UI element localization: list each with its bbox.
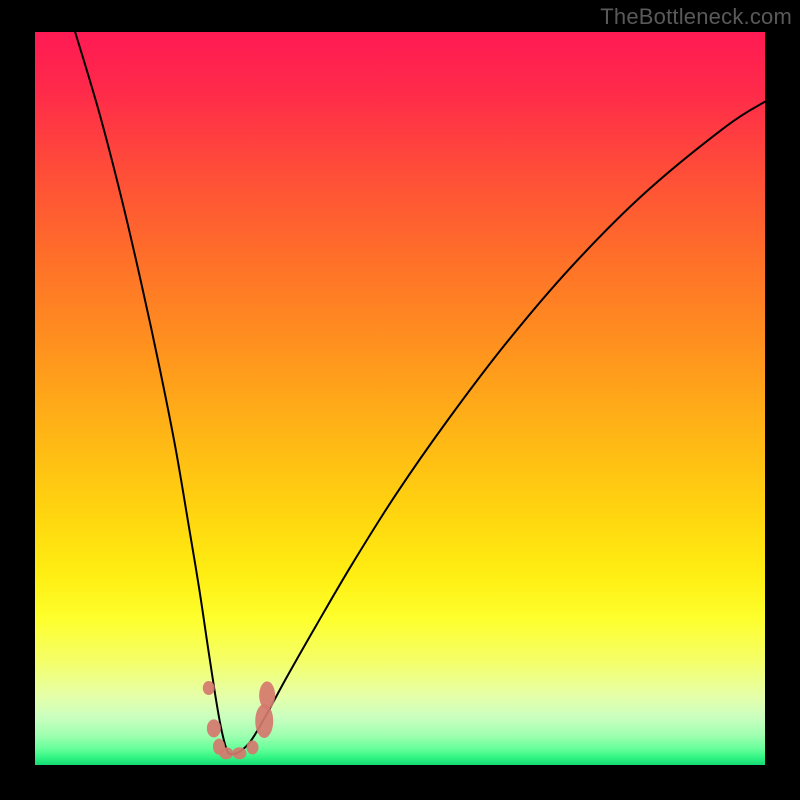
data-marker [207,719,221,737]
plot-background [35,32,765,765]
chart-container: TheBottleneck.com [0,0,800,800]
data-marker [255,704,273,738]
data-marker [247,740,259,754]
data-marker [219,747,233,759]
data-marker [232,747,246,759]
bottleneck-chart [0,0,800,800]
data-marker [203,681,215,695]
data-marker [259,681,275,709]
watermark-text: TheBottleneck.com [600,4,792,30]
